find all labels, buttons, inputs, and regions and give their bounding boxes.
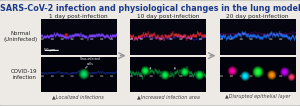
Text: ▲Localized infections: ▲Localized infections bbox=[52, 94, 104, 99]
Text: COVID-19
infection: COVID-19 infection bbox=[11, 69, 38, 80]
Text: Normal
(Uninfected): Normal (Uninfected) bbox=[3, 31, 38, 42]
Text: 20 day post-infection: 20 day post-infection bbox=[226, 14, 289, 19]
Text: 10 day post-infection: 10 day post-infection bbox=[137, 14, 199, 19]
Text: 1 day post-infection: 1 day post-infection bbox=[49, 14, 108, 19]
Text: SARS-CoV-2 infection and physiological changes in the lung model: SARS-CoV-2 infection and physiological c… bbox=[0, 4, 300, 13]
Text: 50 μm: 50 μm bbox=[44, 48, 56, 52]
Text: ▲Increased infection area: ▲Increased infection area bbox=[136, 94, 200, 99]
Text: ▲Disrupted epithelial layer: ▲Disrupted epithelial layer bbox=[225, 94, 290, 99]
Text: Virus-infected
cells: Virus-infected cells bbox=[80, 57, 101, 66]
